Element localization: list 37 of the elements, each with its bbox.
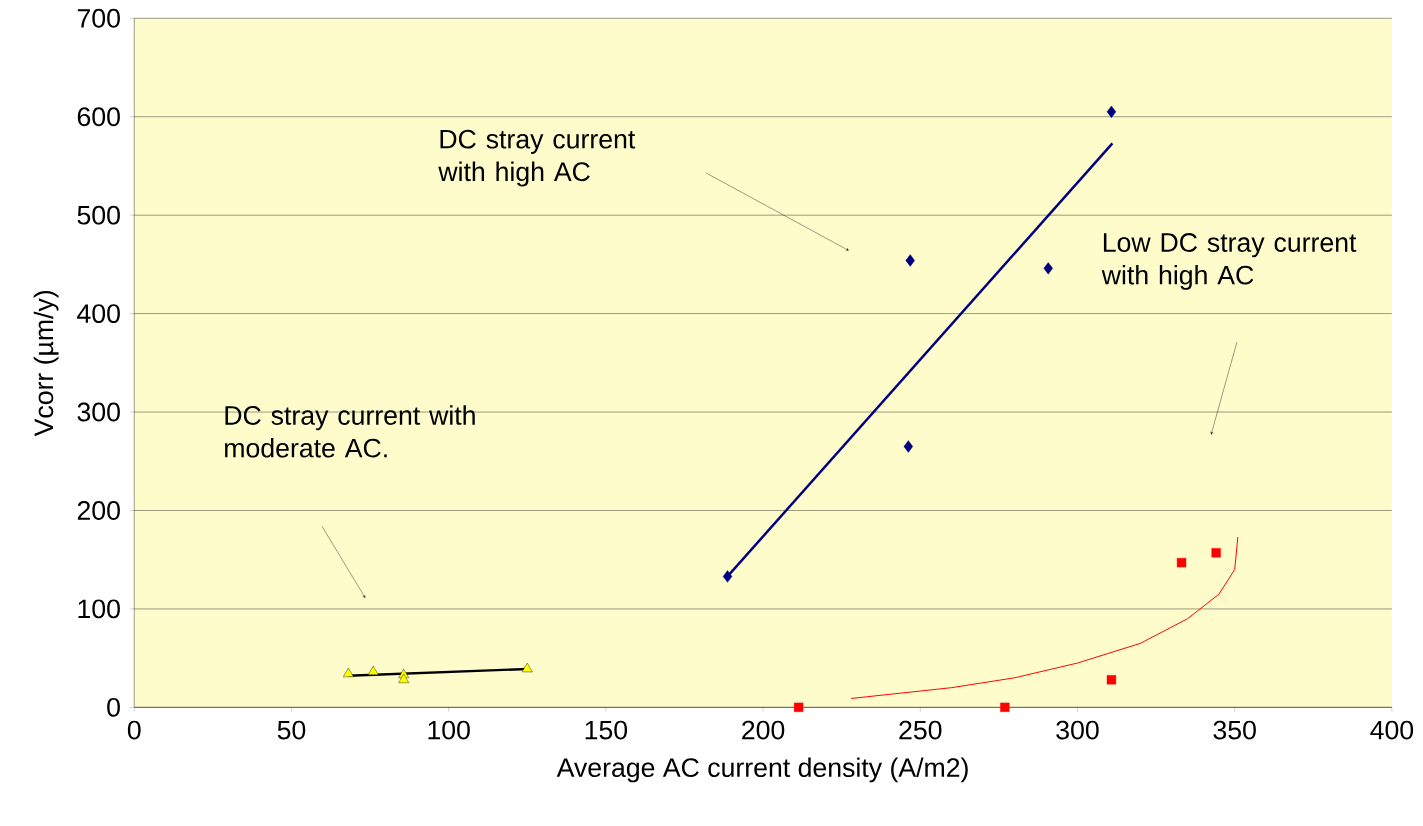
point [1043, 262, 1053, 275]
point [722, 570, 733, 583]
y-tick-label: 600 [77, 107, 120, 127]
point [1106, 675, 1117, 685]
x-tick-label: 300 [1056, 720, 1099, 740]
x-tick-label: 50 [277, 720, 306, 740]
x-tick-label: 250 [899, 720, 942, 740]
x-tick-label: 400 [1370, 720, 1414, 740]
line-series [850, 536, 1239, 700]
x-axis-title: Average AC current density (A/m2) [556, 757, 968, 783]
y-axis-title: Vcorr (µm/y) [33, 291, 59, 437]
x-tick-label: 350 [1213, 720, 1256, 740]
point [1211, 548, 1221, 558]
x-tick-label: 100 [428, 720, 470, 740]
point [1000, 702, 1010, 713]
point [793, 702, 804, 713]
y-tick-label: 700 [77, 8, 120, 28]
x-tick-label: 200 [742, 720, 785, 740]
point [521, 662, 533, 673]
y-tick-label: 500 [77, 205, 120, 225]
y-tick-label: 100 [78, 599, 120, 619]
y-tick-label: 400 [77, 304, 120, 324]
point [367, 665, 379, 676]
annotation: DC stray current with high AC [438, 129, 636, 187]
annotation: Low DC stray current with high AC [1101, 233, 1357, 290]
point [1106, 105, 1117, 119]
y-tick-label: 300 [77, 402, 120, 422]
x-tick-label: 0 [127, 720, 141, 740]
y-tick-label: 200 [77, 501, 120, 520]
point [905, 254, 915, 267]
point [343, 667, 354, 678]
point [1176, 558, 1187, 568]
y-tick-label: 0 [107, 698, 120, 717]
point [903, 440, 913, 453]
annotation: DC stray current with moderate AC. [225, 405, 475, 458]
point [398, 673, 410, 684]
x-tick-label: 150 [585, 720, 628, 740]
